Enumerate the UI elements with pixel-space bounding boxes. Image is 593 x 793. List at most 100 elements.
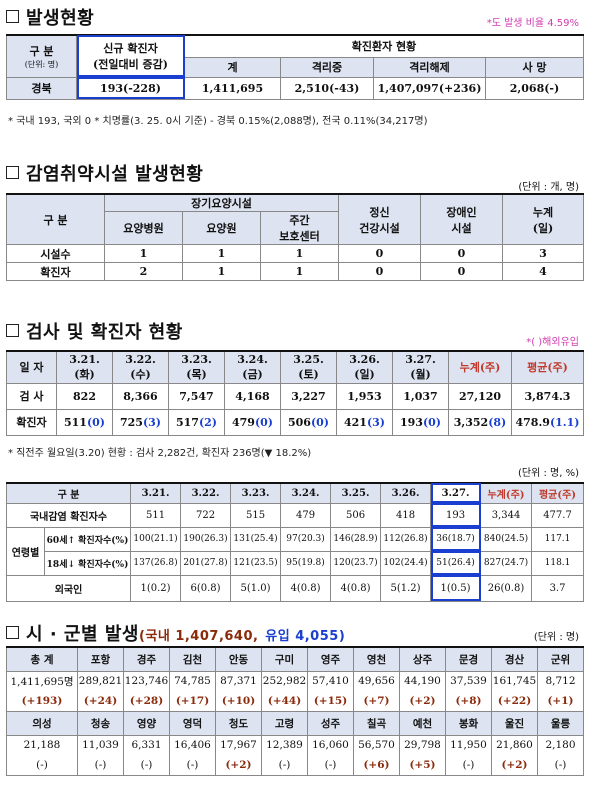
row-label: 시설수 (6, 244, 105, 263)
city-name: 영천 (353, 646, 400, 672)
section-title-cities: 시 · 군별 발생(국내 1,407,640, 유입 4,055) (6, 620, 345, 646)
previous-week-note: * 직전주 월요일(3.20) 현황 : 검사 2,282건, 확진자 236명… (8, 448, 312, 459)
cell-tests: 3,874.3 (511, 382, 584, 410)
cell-r2: 36(18.7) (430, 526, 482, 552)
cell-r1: 418 (380, 502, 432, 528)
cell-confirmed: 479(0) (224, 408, 281, 436)
cell-r4: 26(0.8) (480, 574, 533, 602)
cell-r2: 97(20.3) (280, 526, 332, 552)
header-status: 확진환자 현황 (184, 34, 584, 58)
cell-r2: 131(25.4) (230, 526, 282, 552)
cell-r3: 201(27.8) (180, 550, 232, 576)
cell: 1 (104, 244, 183, 263)
cell-r1: 511 (130, 502, 182, 528)
domestic-total: (국내 1,407,640, (138, 629, 259, 644)
city-name: 안동 (215, 646, 262, 672)
cell-r2: 100(21.1) (130, 526, 182, 552)
city-name: 경주 (123, 646, 170, 672)
overseas-count: (2) (198, 415, 218, 429)
city-total: 44,190 (399, 670, 446, 691)
city-total: 161,745 (491, 670, 538, 691)
city-name: 울릉 (537, 710, 584, 736)
header-cumulative: 누계 (일) (502, 193, 584, 245)
city-name: 의성 (6, 710, 78, 736)
cell: 0 (420, 262, 503, 281)
cell-r3: 102(24.4) (380, 550, 432, 576)
confirmed-count: 3,352 (453, 415, 489, 429)
city-total: 8,712 (537, 670, 584, 691)
header-date-col: 3.21. (130, 482, 182, 504)
cell-r2: 112(26.8) (380, 526, 432, 552)
city-name: 군위 (537, 646, 584, 672)
cell: 2 (104, 262, 183, 281)
cell-tests: 27,120 (448, 382, 512, 410)
header-date: 일 자 (6, 350, 57, 384)
header-date-col: 3.24. (280, 482, 332, 504)
cell-released: 1,407,097(+236) (373, 76, 486, 100)
city-total: 49,656 (353, 670, 400, 691)
cell: 0 (420, 244, 503, 263)
city-increase: (+193) (6, 691, 78, 712)
cell-r1: 515 (230, 502, 282, 528)
cell-confirmed: 506(0) (280, 408, 337, 436)
cell: 3 (502, 244, 584, 263)
city-increase: (-) (261, 755, 308, 776)
header-disability: 장애인 시설 (420, 193, 503, 245)
cell-confirmed: 478.9(1.1) (511, 408, 584, 436)
city-increase: (+2) (399, 691, 446, 712)
city-increase: (-) (123, 755, 170, 776)
row-label: 확진자 (6, 262, 105, 281)
city-total: 56,570 (353, 734, 400, 755)
checkbox-square-icon (6, 324, 19, 337)
unit-label: (단위 : 명, %) (518, 468, 579, 479)
city-name: 구미 (261, 646, 308, 672)
city-increase: (-) (77, 755, 124, 776)
cell-r4: 1(0.5) (430, 574, 482, 602)
city-total: 11,039 (77, 734, 124, 755)
cell-r1: 506 (330, 502, 382, 528)
city-increase: (+17) (169, 691, 216, 712)
city-increase: (+8) (445, 691, 492, 712)
header-date-col: 3.27. (430, 482, 482, 504)
cell-r2: 190(26.3) (180, 526, 232, 552)
cell-r4: 3.7 (531, 574, 585, 602)
header-date-col: 3.23. (230, 482, 282, 504)
cell: 1 (260, 244, 339, 263)
occurrence-table: 구 분 (단위: 명) 신규 확진자 (전일대비 증감) 확진환자 현황 계 격리중… (6, 34, 584, 100)
confirmed-count: 421 (343, 415, 367, 429)
city-total: 37,539 (445, 670, 492, 691)
date-label: 3.23. (181, 352, 212, 366)
table-row: 시설수 1 1 1 0 0 3 (6, 244, 584, 263)
weekday-label: (월) (410, 367, 431, 381)
cell: 1 (182, 262, 261, 281)
confirmed-count: 478.9 (515, 415, 550, 429)
overseas-count: (1.1) (549, 415, 580, 429)
city-total: 29,798 (399, 734, 446, 755)
cell-r1: 722 (180, 502, 232, 528)
weekday-label: (금) (242, 367, 263, 381)
cell-r3: 137(26.8) (130, 550, 182, 576)
city-increase: (+7) (353, 691, 400, 712)
cell-confirmed: 421(3) (336, 408, 393, 436)
city-increase: (+2) (491, 755, 538, 776)
header-gubun: 구 분 (5, 482, 132, 504)
city-increase: (+1) (537, 691, 584, 712)
city-increase: (+28) (123, 691, 170, 712)
header-date-col: 3.22. (수) (112, 350, 169, 384)
header-average: 평균(주) (511, 350, 584, 384)
cell-r3: 95(19.8) (280, 550, 332, 576)
confirmed-count: 479 (231, 415, 255, 429)
city-total: 16,406 (169, 734, 216, 755)
cell: 4 (502, 262, 584, 281)
cell-r2: 840(24.5) (480, 526, 533, 552)
cell-confirmed: 3,352(8) (448, 408, 512, 436)
header-date-col: 3.21. (화) (56, 350, 113, 384)
row-label-confirmed: 확진자 (6, 408, 57, 436)
checkbox-square-icon (6, 626, 19, 639)
cell-r3: 51(26.4) (430, 550, 482, 576)
city-increase: (-) (6, 755, 78, 776)
fatality-note: * 국내 193, 국외 0 * 치명률(3. 25. 0시 기준) - 경북 … (8, 116, 428, 127)
city-total: 6,331 (123, 734, 170, 755)
city-total: 12,389 (261, 734, 308, 755)
cell-new: 193(-228) (76, 76, 185, 100)
